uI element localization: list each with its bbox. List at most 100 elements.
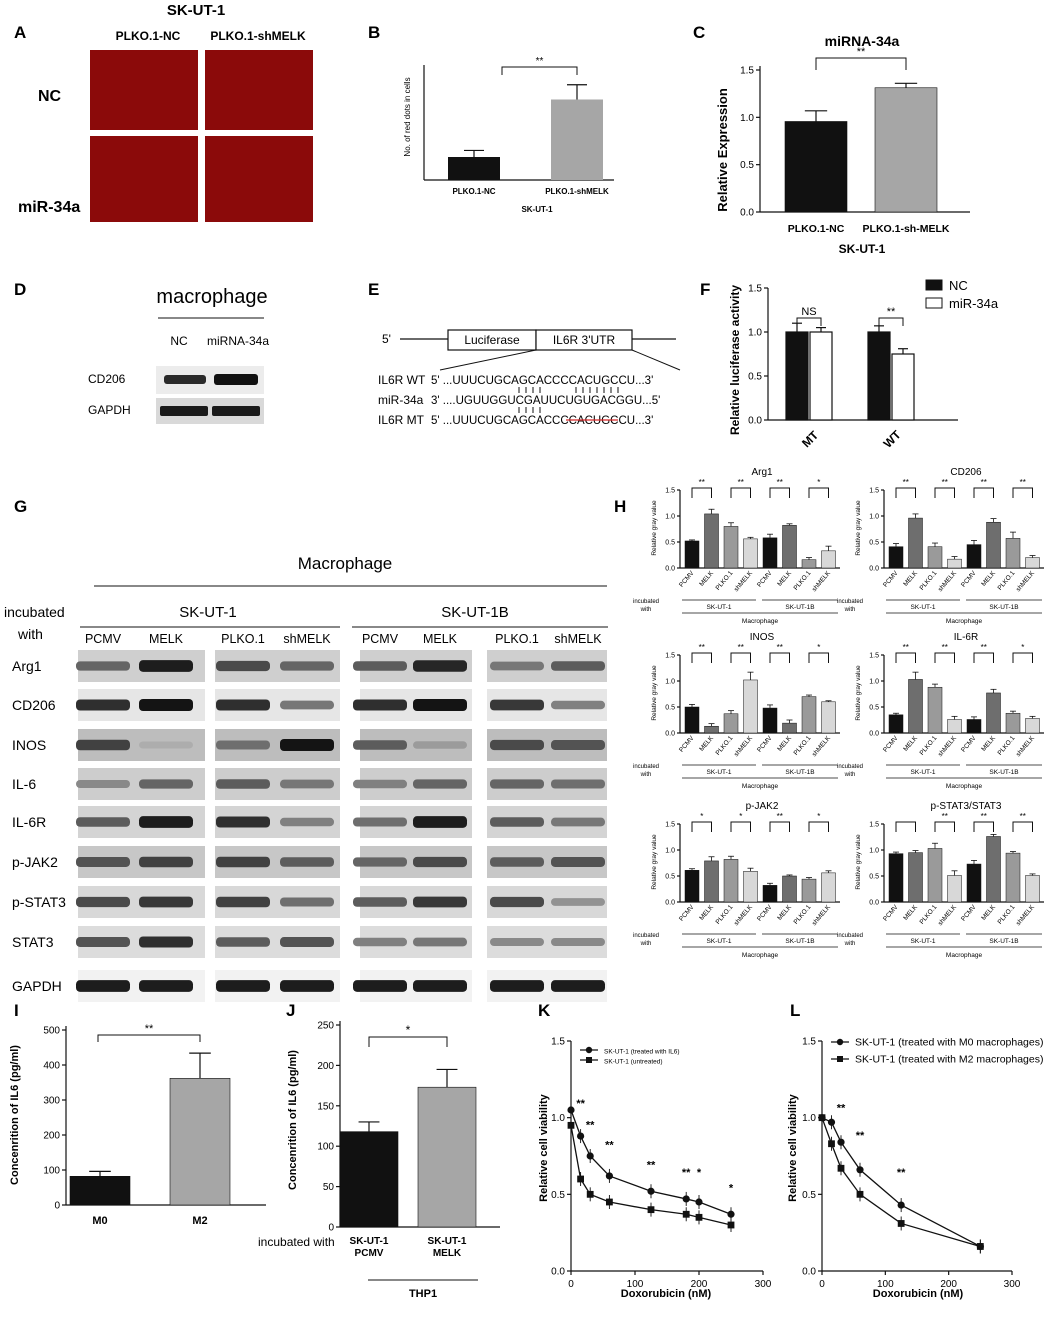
blot-band: [413, 741, 467, 749]
data-point: [837, 1138, 845, 1146]
x-tick-label: MELK: [698, 903, 715, 922]
blot-band: [490, 699, 544, 711]
significance-label: **: [981, 643, 987, 652]
significance-label: *: [817, 643, 820, 652]
blot-title: macrophage: [156, 286, 267, 308]
blot-band: [216, 856, 270, 868]
x-axis-label: Doxorubicin (nM): [873, 1288, 964, 1300]
y-axis-label: Concenrition of IL6 (pg/ml): [9, 1045, 21, 1185]
incubated-label: incubated: [633, 764, 659, 770]
bar: [69, 1176, 131, 1206]
blot-row-label: p-JAK2: [12, 854, 58, 870]
bar: [169, 1078, 231, 1206]
blot-band: [413, 980, 467, 992]
x-axis-label: THP1: [409, 1288, 437, 1300]
significance-label: *: [406, 1023, 411, 1037]
legend-marker: [585, 1046, 593, 1054]
blot-row-label: IL-6: [12, 776, 36, 792]
blot-band: [76, 779, 130, 789]
legend-marker: [586, 1057, 592, 1063]
blot-band: [214, 374, 258, 385]
blot-band: [413, 816, 467, 828]
y-tick-label: 0: [328, 1223, 334, 1234]
y-tick-label: 1.5: [869, 488, 879, 495]
legend-label: SK-UT-1 (treated with M2 macrophages): [855, 1054, 1044, 1066]
bar: [1025, 875, 1040, 903]
data-point: [606, 1198, 613, 1206]
blot-band: [280, 937, 334, 947]
significance-label: **: [536, 56, 544, 67]
x-axis-label: SK-UT-1: [521, 205, 553, 214]
blot-band: [139, 936, 193, 948]
blot-band: [353, 779, 407, 789]
group-label: SK-UT-1B: [785, 604, 814, 611]
significance-label: **: [682, 1167, 691, 1179]
bar: [704, 860, 719, 903]
significance-bracket: [973, 821, 994, 832]
significance-bracket: [769, 821, 790, 832]
group-label: SK-UT-1: [707, 769, 732, 776]
panel-a-title: SK-UT-1: [167, 2, 225, 19]
data-point: [577, 1175, 584, 1183]
y-tick-label: 1.5: [869, 822, 879, 829]
bar: [417, 1086, 477, 1228]
x-tick-label: PCMV: [678, 903, 696, 922]
significance-bracket: [796, 317, 822, 326]
data-point: [856, 1166, 864, 1174]
data-point: [827, 1118, 836, 1126]
y-axis-label: Relative gray value: [651, 834, 658, 890]
significance-bracket: [973, 652, 994, 663]
bar: [888, 853, 904, 903]
sequence-name: IL6R MT: [378, 413, 425, 427]
bar: [947, 558, 962, 569]
x-tick-label: shMELK: [733, 903, 755, 927]
x-tick-label: PCMV: [882, 903, 900, 922]
significance-label: **: [897, 1167, 906, 1179]
microscopy-image: [205, 136, 313, 222]
data-point: [682, 1195, 690, 1203]
significance-bracket: [808, 652, 829, 663]
blot-row-label: CD206: [88, 372, 126, 386]
legend-label: miR-34a: [949, 296, 999, 311]
y-tick-label: 150: [317, 1101, 334, 1112]
bar: [339, 1131, 399, 1228]
lane-label: MELK: [423, 632, 458, 646]
x-tick-label: WT: [881, 427, 905, 451]
y-axis-label: Relative gray value: [855, 834, 862, 890]
blot-band: [216, 779, 270, 789]
bar: [966, 719, 982, 734]
blot-band: [551, 857, 605, 867]
significance-label: *: [817, 478, 820, 487]
significance-label: **: [699, 478, 705, 487]
bar: [888, 714, 904, 734]
y-tick-label: 100: [317, 1142, 334, 1153]
blot-band: [353, 740, 407, 750]
incubated-label: incubated: [837, 599, 863, 605]
y-tick-label: 1.5: [869, 653, 879, 660]
panel-letter-b: B: [368, 23, 380, 42]
x-tick-label: shMELK: [1015, 903, 1037, 927]
panel-letter-f: F: [700, 280, 710, 299]
significance-label: **: [586, 1119, 595, 1131]
significance-label: **: [903, 478, 909, 487]
y-tick-label: 0.0: [802, 1267, 816, 1278]
significance-label: **: [837, 1103, 846, 1115]
footer-label: Macrophage: [742, 783, 779, 790]
group-label: SK-UT-1B: [989, 604, 1018, 611]
data-point: [605, 1172, 614, 1180]
series-line: [821, 1117, 981, 1248]
data-point: [586, 1190, 594, 1198]
significance-bracket: [878, 317, 904, 326]
x-tick-label: PLKO.1: [997, 903, 1017, 925]
lane-label: miRNA-34a: [207, 334, 269, 348]
y-tick-label: 0.0: [665, 900, 675, 907]
significance-label: **: [1020, 478, 1026, 487]
bar: [986, 836, 1001, 903]
legend-label: NC: [949, 278, 968, 293]
y-axis-label: Relative gray value: [651, 500, 658, 556]
group-label: SK-UT-1: [179, 604, 237, 621]
significance-label: **: [856, 1130, 865, 1142]
significance-bracket: [769, 487, 790, 498]
x-tick-label: M2: [192, 1215, 207, 1227]
